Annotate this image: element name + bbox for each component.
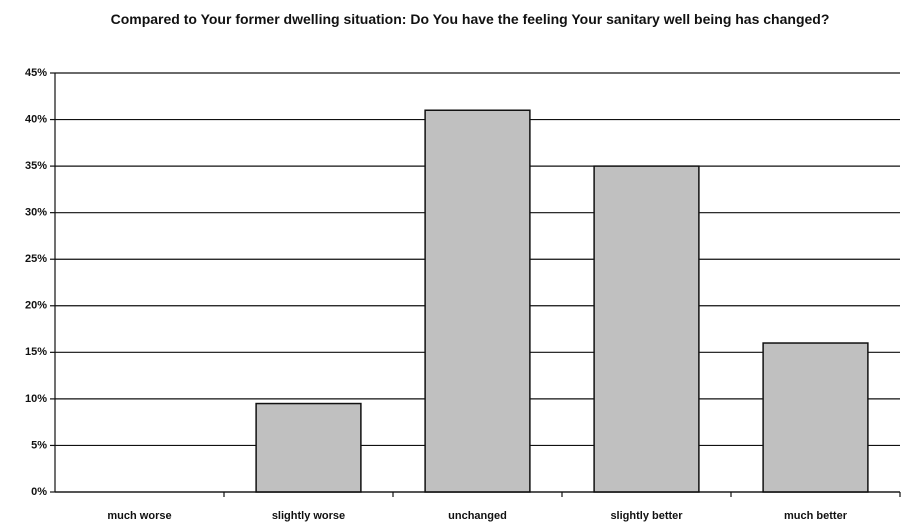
x-tick-label: much better [784,510,848,522]
y-tick-label: 35% [25,160,47,172]
y-tick-label: 15% [25,346,47,358]
x-tick-label: much worse [107,510,171,522]
y-tick-label: 40% [25,113,47,125]
y-tick-label: 0% [31,486,47,498]
y-tick-label: 5% [31,439,47,451]
bar [593,165,700,493]
y-tick-label: 20% [25,300,47,312]
bar [255,402,362,493]
bar [424,109,531,493]
x-tick-label: unchanged [448,510,507,522]
y-tick-label: 10% [25,393,47,405]
x-tick-label: slightly worse [272,510,345,522]
y-tick-label: 30% [25,207,47,219]
x-tick-label: slightly better [610,510,683,522]
y-tick-label: 45% [25,67,47,79]
bar [762,342,869,493]
chart-title: Compared to Your former dwelling situati… [110,11,830,27]
y-tick-label: 25% [25,253,47,265]
